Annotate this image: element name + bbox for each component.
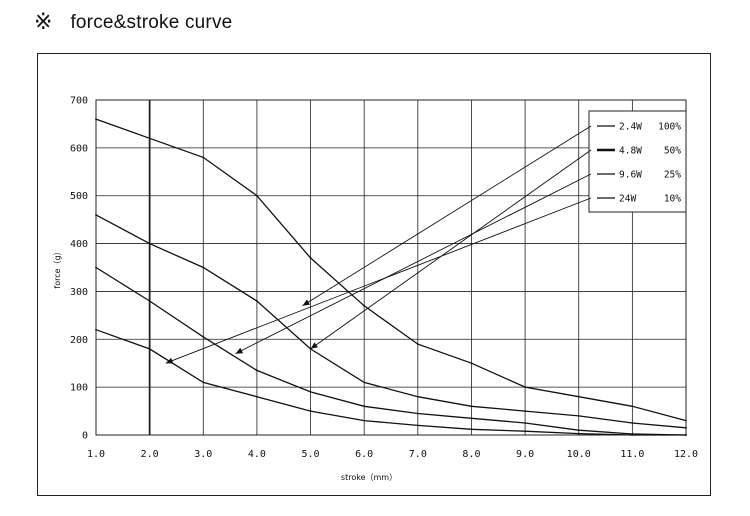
x-tick-label: 11.0 xyxy=(620,449,644,460)
data-point xyxy=(524,422,526,424)
data-point xyxy=(524,410,526,412)
page-header: ※ force&stroke curve xyxy=(34,8,232,38)
y-tick-label: 600 xyxy=(70,143,88,154)
data-point xyxy=(577,395,580,398)
legend-arrow-head xyxy=(302,299,310,306)
data-point xyxy=(685,419,687,422)
legend-power-label: 24W xyxy=(619,194,636,205)
data-point xyxy=(363,419,366,422)
legend-leader-line xyxy=(310,149,592,350)
x-tick-label: 5.0 xyxy=(302,449,320,460)
grid xyxy=(95,99,687,436)
data-point xyxy=(416,412,419,415)
data-point xyxy=(256,194,258,197)
x-tick-label: 2.0 xyxy=(141,449,159,460)
data-point xyxy=(685,434,687,436)
data-point xyxy=(577,414,580,417)
data-point xyxy=(363,405,366,408)
x-tick-label: 7.0 xyxy=(409,449,427,460)
series-line-1 xyxy=(95,118,687,422)
data-point xyxy=(631,422,634,424)
data-point xyxy=(148,347,151,350)
axis-ticks: 1.0 2.0 3.0 4.0 5.0 6.0 7.0 8.0 9.0 10.0 11.0 12.0 0… xyxy=(70,96,698,461)
y-tick-label: 500 xyxy=(70,191,88,202)
legend-arrow-head xyxy=(310,342,318,349)
legend-leader-line xyxy=(165,197,592,364)
data-point xyxy=(202,335,205,338)
series-line-2 xyxy=(95,214,687,429)
legend-power-label: 4.8W xyxy=(619,146,642,157)
data-point xyxy=(470,362,473,365)
legend-leader-line xyxy=(235,173,592,355)
x-tick-label: 3.0 xyxy=(194,449,212,460)
data-point xyxy=(95,266,97,269)
legend-power-label: 9.6W xyxy=(619,170,642,181)
data-point xyxy=(256,369,258,372)
data-point xyxy=(685,426,687,429)
x-tick-label: 6.0 xyxy=(355,449,373,460)
data-point xyxy=(202,266,205,269)
legend-arrow-head xyxy=(235,347,244,354)
data-point xyxy=(148,300,151,302)
data-point xyxy=(202,156,205,159)
y-tick-label: 400 xyxy=(70,239,88,250)
x-tick-label: 8.0 xyxy=(462,449,480,460)
data-point xyxy=(148,137,151,140)
legend-duty-label: 25% xyxy=(664,170,681,181)
legend-box xyxy=(588,110,687,213)
legend-duty-label: 50% xyxy=(664,146,681,157)
x-tick-label: 1.0 xyxy=(87,449,105,460)
y-tick-label: 200 xyxy=(70,335,88,346)
data-point xyxy=(95,328,97,331)
data-point xyxy=(95,213,97,216)
data-point xyxy=(416,424,419,427)
legend-power-label: 2.4W xyxy=(619,122,642,133)
legend-duty-label: 10% xyxy=(664,194,681,205)
data-point xyxy=(470,428,473,431)
data-point xyxy=(363,381,366,384)
legend-duty-label: 100% xyxy=(658,122,681,133)
data-point xyxy=(416,343,419,345)
y-tick-label: 700 xyxy=(70,96,88,107)
data-point xyxy=(524,430,526,433)
x-tick-label: 4.0 xyxy=(248,449,266,460)
data-point xyxy=(256,300,258,302)
y-tick-label: 0 xyxy=(82,431,88,442)
data-point xyxy=(309,257,312,259)
legend-leader-line xyxy=(302,125,592,307)
data-point xyxy=(309,410,312,412)
data-point xyxy=(631,434,634,436)
series-lines xyxy=(95,118,687,436)
data-point xyxy=(309,391,312,393)
data-point xyxy=(363,304,366,307)
data-point xyxy=(148,242,151,245)
data-point xyxy=(470,417,473,420)
y-tick-label: 300 xyxy=(70,287,88,298)
x-tick-label: 10.0 xyxy=(567,449,591,460)
data-point xyxy=(470,405,473,408)
reference-mark-icon: ※ xyxy=(34,10,53,35)
series-line-3 xyxy=(95,266,687,436)
data-point xyxy=(577,429,580,432)
legend-arrow-head xyxy=(165,357,174,364)
x-axis-label: stroke（mm） xyxy=(341,473,397,482)
data-point xyxy=(577,432,580,435)
series-line-4 xyxy=(95,329,686,436)
page-title: force&stroke curve xyxy=(70,12,233,33)
y-tick-label: 100 xyxy=(70,383,88,394)
data-point xyxy=(416,395,419,398)
y-axis-label: force（g） xyxy=(53,247,62,288)
x-tick-label: 9.0 xyxy=(516,449,534,460)
legend: 2.4W 100% 4.8W 50% 9.6W 25% 24W 10% xyxy=(165,110,687,364)
data-point xyxy=(95,118,97,121)
data-point xyxy=(524,386,526,389)
data-point xyxy=(256,395,258,398)
data-point xyxy=(202,381,205,384)
data-point xyxy=(631,405,634,408)
x-tick-label: 12.0 xyxy=(674,449,698,460)
chart-frame xyxy=(37,53,711,496)
